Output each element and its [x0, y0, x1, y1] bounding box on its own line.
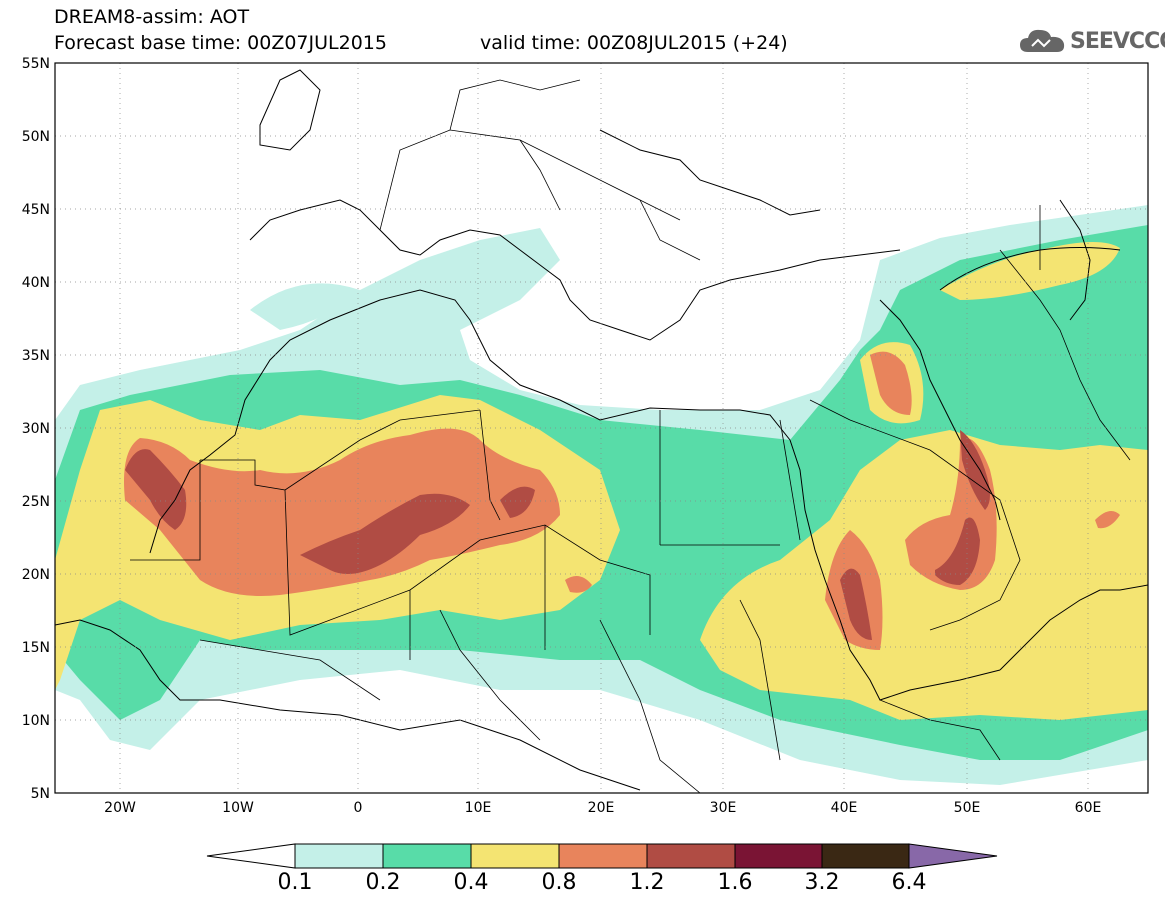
- lat-tick-label: 50N: [22, 129, 50, 145]
- gridlines: [55, 63, 1148, 793]
- logo-text: SEEVCCC: [1070, 29, 1165, 54]
- lon-tick-label: 60E: [1075, 800, 1102, 816]
- lon-tick-label: 10W: [222, 800, 254, 816]
- colorbar-label: 0.1: [277, 870, 313, 895]
- lat-tick-label: 45N: [22, 202, 50, 218]
- colorbar-label: 0.4: [453, 870, 489, 895]
- forecast-base-time: Forecast base time: 00Z07JUL2015: [54, 32, 387, 54]
- lon-tick-label: 50E: [954, 800, 981, 816]
- lat-tick-label: 35N: [22, 348, 50, 364]
- colorbar-swatch: [294, 843, 384, 869]
- seevccc-logo: SEEVCCC: [1018, 26, 1165, 56]
- colorbar-low-arrow: [206, 843, 296, 869]
- colorbar-swatch: [470, 843, 560, 869]
- lon-tick-labels: 20W 10W 0 10E 20E 30E 40E 50E 60E: [104, 800, 1101, 816]
- lon-tick-label: 10E: [465, 800, 492, 816]
- colorbar-label: 1.6: [717, 870, 753, 895]
- colorbar-label: 0.8: [541, 870, 577, 895]
- lat-tick-label: 5N: [31, 786, 50, 802]
- colorbar-swatch: [558, 843, 648, 869]
- colorbar-swatch: [821, 843, 910, 869]
- cloud-icon: [1020, 29, 1065, 52]
- map-frame: [54, 62, 1149, 794]
- colorbar-label: 6.4: [891, 870, 927, 895]
- map-title: DREAM8-assim: AOT: [54, 6, 250, 28]
- colorbar-label: 0.2: [365, 870, 401, 895]
- lat-tick-label: 30N: [22, 421, 50, 437]
- lat-tick-label: 20N: [22, 567, 50, 583]
- colorbar: [206, 843, 998, 869]
- colorbar-swatch: [382, 843, 472, 869]
- lat-tick-label: 10N: [22, 713, 50, 729]
- lon-tick-label: 20W: [104, 800, 136, 816]
- colorbar-swatch: [734, 843, 823, 869]
- lat-tick-labels: 55N 50N 45N 40N 35N 30N 25N 20N 15N 10N …: [22, 56, 50, 802]
- lat-tick-label: 25N: [22, 494, 50, 510]
- country-borders: [130, 79, 1131, 793]
- lon-tick-label: 20E: [588, 800, 615, 816]
- colorbar-label: 3.2: [804, 870, 840, 895]
- lon-tick-label: 40E: [831, 800, 858, 816]
- lat-tick-label: 15N: [22, 640, 50, 656]
- lon-tick-label: 0: [354, 800, 363, 816]
- lat-tick-label: 40N: [22, 275, 50, 291]
- aot-contours: [55, 205, 1148, 785]
- lon-tick-label: 30E: [710, 800, 737, 816]
- valid-time: valid time: 00Z08JUL2015 (+24): [480, 32, 788, 54]
- coastlines: [55, 69, 1148, 791]
- lat-tick-label: 55N: [22, 56, 50, 72]
- colorbar-high-arrow: [908, 843, 998, 869]
- colorbar-swatch: [646, 843, 736, 869]
- colorbar-label: 1.2: [629, 870, 665, 895]
